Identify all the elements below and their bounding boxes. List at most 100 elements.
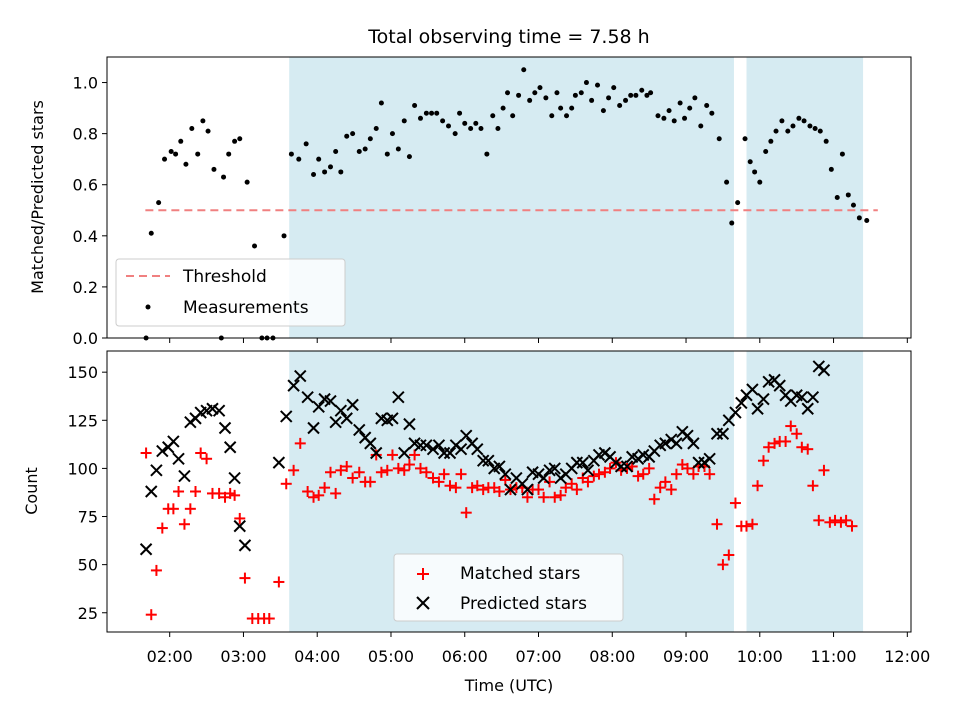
- matched-star-point: [544, 476, 556, 488]
- measurement-point: [362, 146, 368, 152]
- matched-star-point: [723, 549, 735, 561]
- predicted-star-point: [729, 406, 742, 419]
- matched-star-point: [682, 462, 694, 474]
- measurement-point: [527, 97, 533, 103]
- matched-star-point: [427, 472, 439, 484]
- measurement-point: [211, 166, 217, 172]
- measurement-point: [823, 138, 829, 144]
- predicted-star-point: [801, 402, 814, 415]
- measurement-point: [429, 110, 435, 116]
- measurement-point: [221, 174, 227, 180]
- matched-star-point: [499, 474, 511, 486]
- measurement-point: [288, 151, 294, 157]
- predicted-star-point: [735, 396, 748, 410]
- predicted-star-point: [272, 456, 286, 469]
- matched-star-point: [555, 489, 567, 501]
- measurement-point: [611, 85, 617, 91]
- measurement-point: [237, 136, 243, 142]
- matched-star-point: [604, 462, 616, 474]
- measurement-point: [316, 156, 322, 162]
- matched-star-point: [294, 437, 306, 449]
- measurement-point: [543, 95, 549, 101]
- measurement-point: [812, 126, 818, 132]
- measurement-point: [779, 118, 785, 124]
- measurement-point: [682, 115, 688, 121]
- y-tick-label: 75: [78, 508, 98, 527]
- measurement-point: [661, 115, 667, 121]
- predicted-star-point: [370, 446, 383, 460]
- measurement-point: [828, 166, 834, 172]
- measurement-point: [281, 233, 287, 239]
- measurement-point: [687, 105, 693, 111]
- measurement-point: [569, 105, 575, 111]
- measurement-point: [532, 90, 538, 96]
- matched-star-point: [757, 455, 769, 467]
- predicted-star-point: [746, 383, 759, 396]
- y-tick-label: 100: [67, 459, 98, 478]
- measurement-point: [162, 156, 168, 162]
- measurement-point: [747, 159, 753, 165]
- x-tick-label: 03:00: [220, 647, 266, 666]
- measurement-point: [232, 138, 238, 144]
- predicted-star-point: [692, 456, 705, 469]
- predicted-star-point: [437, 446, 451, 460]
- matched-star-point: [229, 489, 241, 501]
- bottom-y-ticks: 25 50 75 100 125 150: [67, 363, 107, 623]
- measurement-point: [412, 103, 418, 109]
- measurement-point: [252, 243, 258, 249]
- top-axes-frame: [106, 56, 912, 339]
- matched-star-point: [392, 462, 404, 474]
- x-tick-label: 07:00: [515, 647, 561, 666]
- measurement-point: [839, 151, 845, 157]
- measurement-point: [510, 113, 516, 119]
- predicted-star-point: [312, 400, 325, 414]
- matched-star-point: [571, 484, 583, 496]
- matched-star-point: [420, 466, 432, 478]
- matched-stars-points: [140, 420, 858, 625]
- measurement-point: [521, 67, 527, 73]
- measurement-point: [606, 95, 612, 101]
- x-axis-label: Time (UTC): [464, 676, 553, 695]
- matched-star-point: [637, 468, 649, 480]
- measurement-point: [790, 123, 796, 129]
- predicted-star-point: [817, 364, 831, 377]
- matched-star-point: [802, 443, 814, 455]
- bottom-panel: 25 50 75 100 125 150 02:00 03:00 04:00 05:00 06:0…: [22, 350, 930, 695]
- matched-star-point: [560, 482, 572, 494]
- measurement-point: [666, 108, 672, 114]
- matched-star-point: [450, 482, 462, 494]
- matched-star-point: [140, 447, 152, 459]
- measurement-point: [773, 128, 779, 134]
- measurement-point: [195, 151, 201, 157]
- measurement-point: [589, 97, 595, 103]
- measurement-point: [735, 200, 741, 206]
- predicted-star-point: [145, 485, 158, 498]
- measurement-point: [296, 156, 302, 162]
- top-y-axis-label: Matched/Predicted stars: [28, 100, 47, 294]
- predicted-star-point: [238, 539, 252, 552]
- matched-star-point: [746, 518, 758, 530]
- matched-star-point: [184, 503, 196, 515]
- measurement-point: [401, 118, 407, 124]
- matched-star-point: [807, 480, 819, 492]
- x-tick-label: 09:00: [663, 647, 709, 666]
- matched-star-point: [433, 476, 445, 488]
- chart-title: Total observing time = 7.58 h: [367, 26, 649, 48]
- measurement-point: [698, 123, 704, 129]
- measurement-point: [633, 92, 639, 98]
- matched-star-point: [711, 518, 723, 530]
- measurement-point: [500, 105, 506, 111]
- measurement-point: [834, 195, 840, 200]
- predicted-star-point: [716, 427, 730, 440]
- measurement-point: [378, 100, 384, 106]
- x-tick-label: 10:00: [737, 647, 783, 666]
- measurement-point: [704, 103, 710, 109]
- matched-star-point: [780, 435, 792, 447]
- matched-star-point: [190, 486, 202, 497]
- top-x-ticks: [169, 338, 908, 343]
- matched-star-point: [785, 420, 797, 432]
- matched-star-point: [659, 476, 671, 488]
- bottom-x-ticks: 02:00 03:00 04:00 05:00 06:00 07:00 08:00 09:00…: [147, 632, 930, 666]
- matched-star-point: [409, 449, 421, 461]
